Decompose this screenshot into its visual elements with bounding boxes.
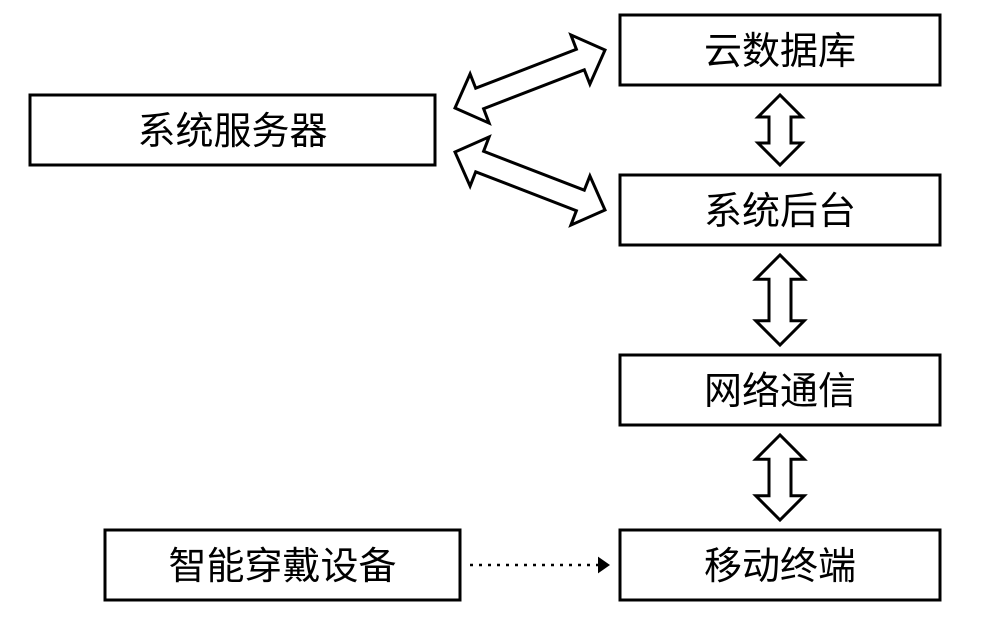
network-to-mobile-arrow — [756, 435, 804, 520]
node-network-label: 网络通信 — [704, 371, 856, 413]
cloud-to-backend-arrow — [758, 95, 802, 165]
node-wearable-label: 智能穿戴设备 — [168, 546, 396, 588]
node-backend: 系统后台 — [620, 175, 940, 245]
node-mobile-label: 移动终端 — [704, 546, 856, 588]
server-to-backend-arrow — [455, 137, 605, 225]
node-server-label: 系统服务器 — [137, 111, 327, 153]
node-server: 系统服务器 — [30, 95, 435, 165]
server-to-cloud-arrow — [455, 35, 605, 123]
node-backend-label: 系统后台 — [704, 191, 856, 233]
node-network: 网络通信 — [620, 355, 940, 425]
node-cloud_db-label: 云数据库 — [704, 31, 856, 73]
wearable-to-mobile-head — [598, 557, 610, 574]
node-cloud_db: 云数据库 — [620, 15, 940, 85]
backend-to-network-arrow — [756, 255, 804, 345]
node-mobile: 移动终端 — [620, 530, 940, 600]
node-wearable: 智能穿戴设备 — [105, 530, 460, 600]
